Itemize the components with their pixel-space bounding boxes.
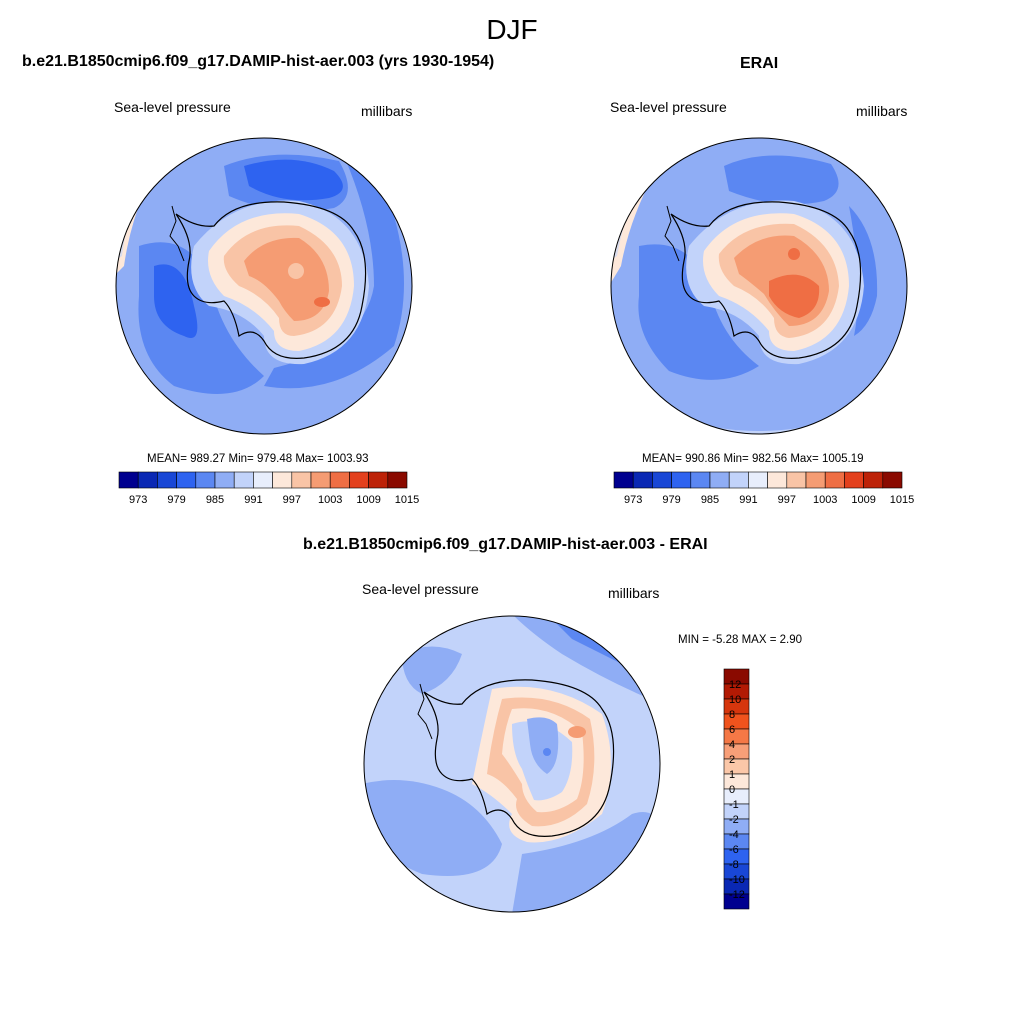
erai-colorbar-box: [767, 471, 788, 489]
erai-panel-title: ERAI: [740, 55, 779, 72]
diff-colorbar-box: [723, 893, 750, 910]
model-colorbar-tick-label: 985: [206, 494, 224, 506]
model-colorbar-box: [349, 471, 369, 489]
model-colorbar-tick-label: 991: [244, 494, 262, 506]
erai-colorbar-box: [863, 471, 884, 489]
model-colorbar-tick-label: 1003: [318, 494, 342, 506]
erai-colorbar-box: [844, 471, 864, 489]
diff-colorbar-box: [723, 713, 750, 730]
model-colorbar-box: [329, 471, 350, 489]
erai-colorbar: 973 979 985 991 997 1003 1009 1015: [613, 471, 914, 506]
diff-colorbar-tick-label: -2: [729, 814, 739, 826]
erai-colorbar-tick-label: 1015: [890, 494, 914, 506]
model-colorbar-tick-label: 1009: [356, 494, 380, 506]
model-colorbar-box: [195, 471, 216, 489]
erai-colorbar-tick-label: 991: [739, 494, 757, 506]
erai-colorbar-tick-label: 973: [624, 494, 642, 506]
diff-colorbar-tick-label: -12: [729, 889, 745, 901]
model-colorbar-tick-label: 973: [129, 494, 147, 506]
erai-colorbar-tick-label: 1003: [813, 494, 837, 506]
model-colorbar-box: [387, 471, 408, 489]
erai-colorbar-box: [824, 471, 845, 489]
erai-colorbar-tick-label: 1009: [851, 494, 875, 506]
model-stats: MEAN= 989.27 Min= 979.48 Max= 1003.93: [147, 453, 369, 465]
model-colorbar-tick-label: 979: [167, 494, 185, 506]
erai-colorbar-box: [805, 471, 826, 489]
diff-colorbar-tick-label: 2: [729, 754, 735, 766]
model-colorbar-box: [272, 471, 293, 489]
diff-field-label: Sea-level pressure: [362, 581, 479, 597]
erai-colorbar-box: [671, 471, 692, 489]
model-colorbar: 973 979 985 991 997 1003 1009 1015: [118, 471, 419, 506]
erai-slp-map: [610, 137, 908, 435]
diff-colorbar-box: [723, 758, 750, 775]
diff-colorbar-tick-label: 10: [729, 694, 741, 706]
model-colorbar-box: [310, 471, 331, 489]
model-colorbar-box: [291, 471, 312, 489]
diff-colorbar-tick-label: -6: [729, 844, 739, 856]
model-slp-map: [115, 137, 413, 435]
model-colorbar-box: [368, 471, 389, 489]
diff-colorbar-box: [723, 743, 750, 760]
model-colorbar-box: [118, 471, 139, 489]
model-colorbar-box: [176, 471, 197, 489]
diff-colorbar-tick-label: 0: [729, 784, 735, 796]
figure-title: DJF: [486, 14, 538, 45]
model-colorbar-box: [137, 471, 158, 489]
erai-colorbar-tick-label: 997: [778, 494, 796, 506]
diff-colorbar-box: [723, 773, 750, 790]
model-units-label: millibars: [361, 103, 413, 119]
diff-colorbar-tick-label: 4: [729, 739, 735, 751]
erai-field-label: Sea-level pressure: [610, 99, 727, 115]
erai-colorbar-box: [786, 471, 807, 489]
diff-panel-title: b.e21.B1850cmip6.f09_g17.DAMIP-hist-aer.…: [303, 536, 708, 553]
erai-stats: MEAN= 990.86 Min= 982.56 Max= 1005.19: [642, 453, 864, 465]
diff-colorbar-tick-label: 8: [729, 709, 735, 721]
erai-colorbar-box: [690, 471, 711, 489]
diff-colorbar-tick-label: -10: [729, 874, 745, 886]
erai-colorbar-box: [709, 471, 730, 489]
model-colorbar-box: [253, 471, 273, 489]
diff-slp-map: [363, 615, 661, 913]
erai-colorbar-box: [728, 471, 749, 489]
diff-colorbar-tick-label: -4: [729, 829, 739, 841]
diff-colorbar-box: [723, 728, 750, 745]
erai-colorbar-box: [882, 471, 903, 489]
erai-colorbar-box: [748, 471, 768, 489]
diff-colorbar-tick-label: -1: [729, 799, 739, 811]
erai-units-label: millibars: [856, 103, 908, 119]
erai-colorbar-box: [632, 471, 653, 489]
erai-colorbar-box: [652, 471, 672, 489]
diff-colorbar-tick-label: -8: [729, 859, 739, 871]
model-colorbar-tick-label: 997: [283, 494, 301, 506]
model-colorbar-box: [157, 471, 177, 489]
model-colorbar-box: [233, 471, 254, 489]
diff-stats: MIN = -5.28 MAX = 2.90: [678, 634, 803, 646]
erai-colorbar-tick-label: 985: [701, 494, 719, 506]
diff-colorbar-tick-label: 6: [729, 724, 735, 736]
diff-colorbar-tick-label: 1: [729, 769, 735, 781]
erai-colorbar-tick-label: 979: [662, 494, 680, 506]
diff-units-label: millibars: [608, 585, 660, 601]
erai-colorbar-box: [613, 471, 634, 489]
diff-colorbar-tick-label: 12: [729, 679, 741, 691]
model-panel-title: b.e21.B1850cmip6.f09_g17.DAMIP-hist-aer.…: [22, 53, 495, 70]
model-colorbar-box: [214, 471, 235, 489]
model-field-label: Sea-level pressure: [114, 99, 231, 115]
model-colorbar-tick-label: 1015: [395, 494, 419, 506]
